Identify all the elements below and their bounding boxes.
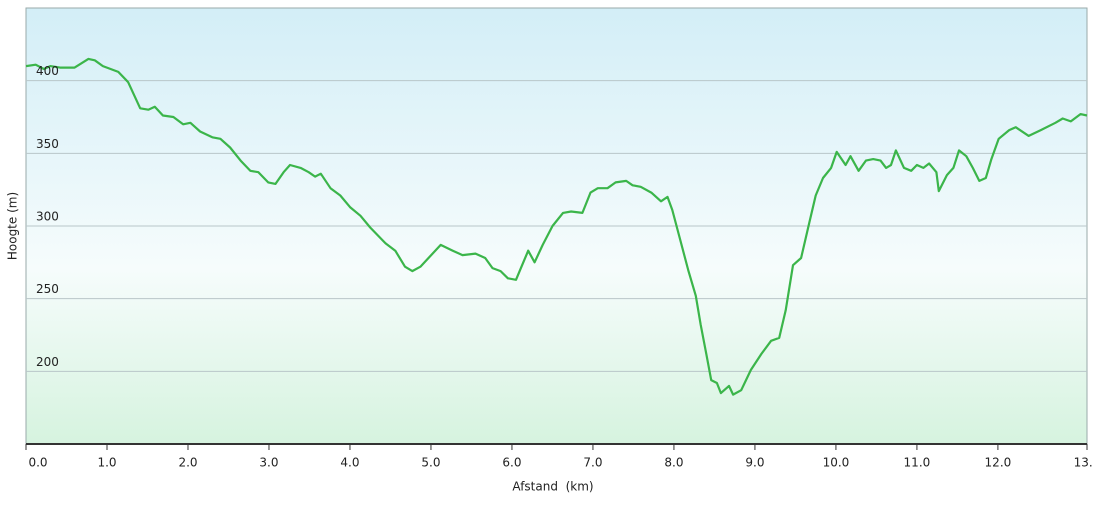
y-axis-title: Hoogte (m)	[6, 192, 20, 260]
elevation-line	[25, 57, 1088, 396]
y-tick-label: 350	[36, 137, 59, 151]
x-tick-label: 8.0	[664, 456, 683, 470]
x-tick-label: 10.0	[823, 456, 850, 470]
x-tick-label: 1.0	[97, 456, 116, 470]
y-tick-label: 400	[36, 64, 59, 78]
plot	[25, 57, 1088, 396]
x-tick-label: 6.0	[502, 456, 521, 470]
x-tick-label: 13.1	[1074, 456, 1094, 470]
grid	[26, 80, 1087, 372]
x-tick-label: 11.0	[904, 456, 931, 470]
x-tick-label: 2.0	[178, 456, 197, 470]
x-tick-label: 0.0	[28, 456, 47, 470]
x-tick-label: 12.0	[985, 456, 1012, 470]
y-tick-label: 300	[36, 210, 59, 224]
x-tick-label: 3.0	[259, 456, 278, 470]
y-tick-label: 250	[36, 282, 59, 296]
x-tick-label: 9.0	[745, 456, 764, 470]
x-tick-label: 7.0	[583, 456, 602, 470]
x-axis-title: Afstand (km)	[512, 480, 593, 494]
x-tick-label: 5.0	[421, 456, 440, 470]
x-tick-label: 4.0	[340, 456, 359, 470]
y-tick-label: 200	[36, 355, 59, 369]
